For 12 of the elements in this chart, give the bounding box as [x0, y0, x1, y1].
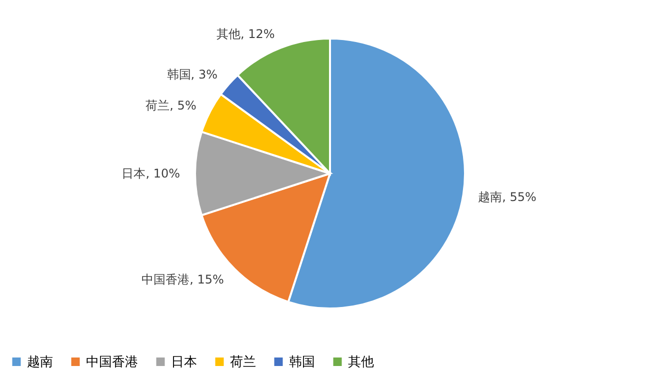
- legend-label: 日本: [171, 354, 197, 370]
- legend-label: 越南: [27, 354, 53, 370]
- data-label: 日本, 10%: [122, 166, 180, 180]
- legend-label: 中国香港: [86, 354, 138, 370]
- data-label: 其他, 12%: [216, 27, 275, 42]
- legend-label: 荷兰: [230, 354, 256, 370]
- data-label: 中国香港, 15%: [142, 272, 224, 287]
- data-label: 越南, 55%: [478, 190, 536, 204]
- legend-label: 其他: [348, 354, 374, 370]
- data-label: 韩国, 3%: [166, 67, 218, 82]
- data-label: 荷兰, 5%: [146, 98, 196, 112]
- legend-label: 韩国: [289, 354, 315, 370]
